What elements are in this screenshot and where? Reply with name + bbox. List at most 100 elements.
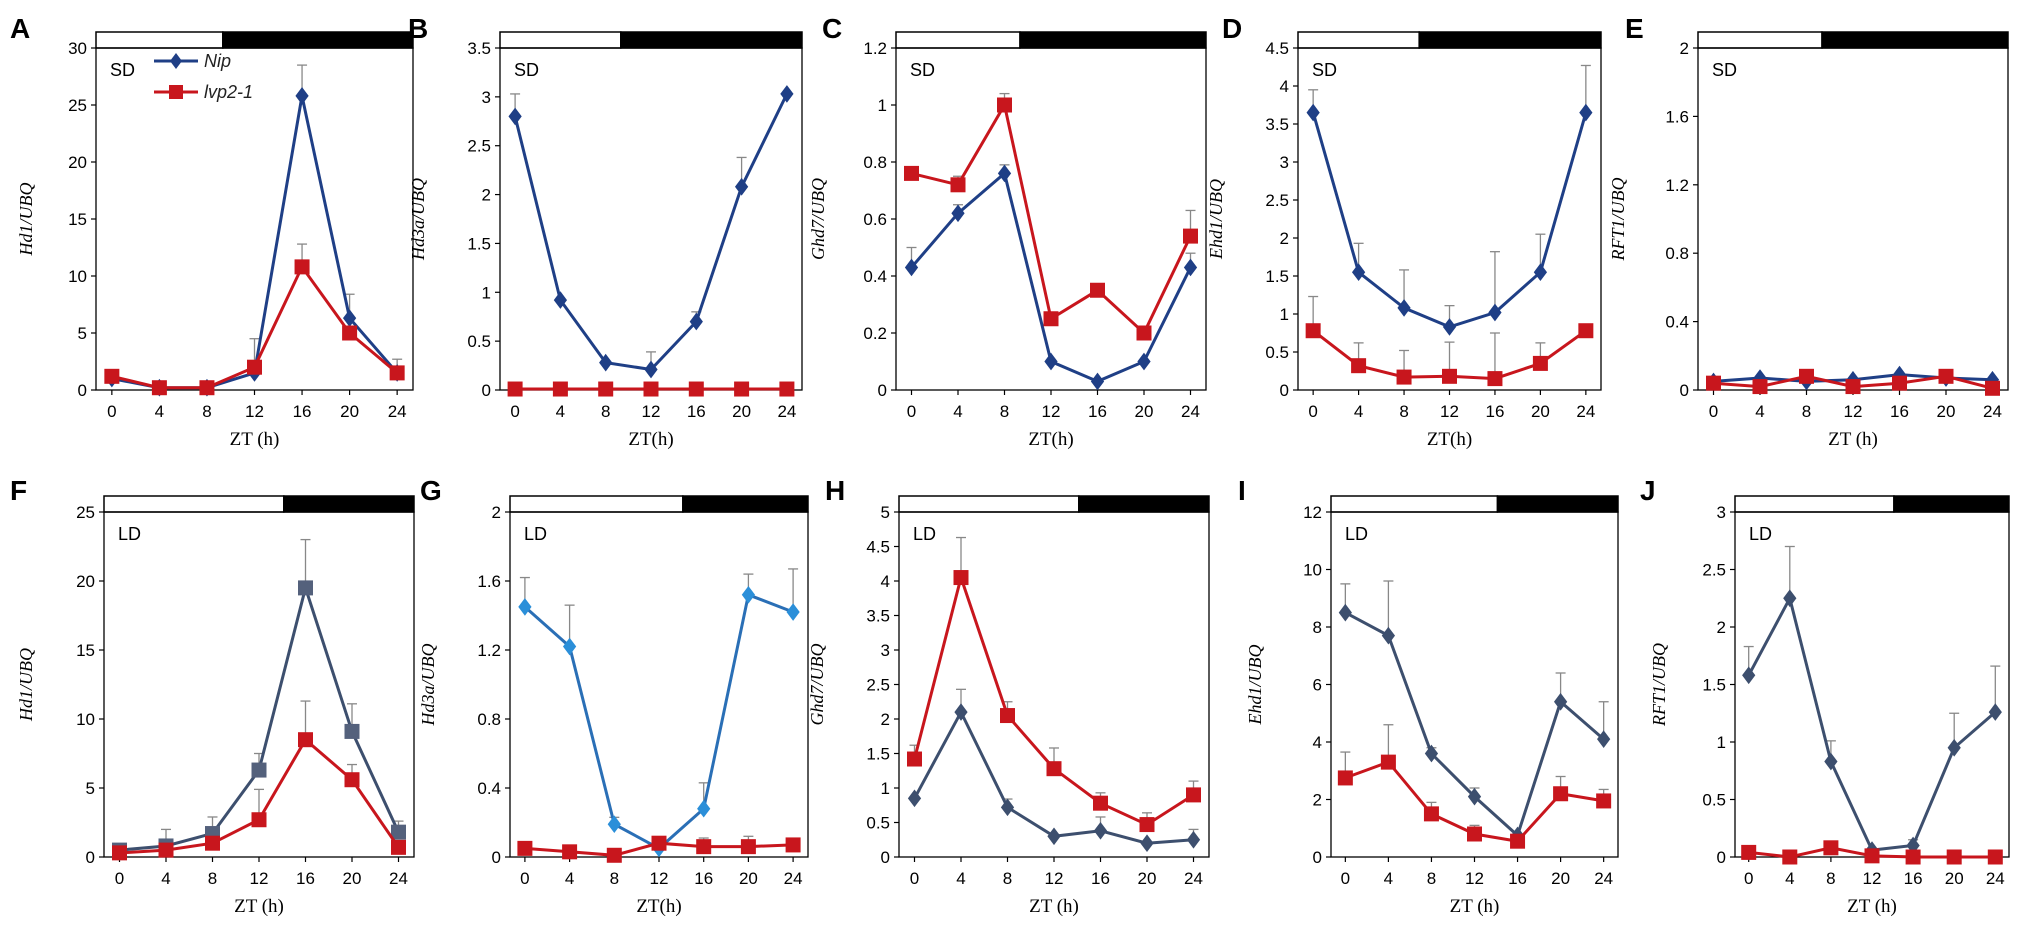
data-point-square (1510, 833, 1526, 849)
y-axis-label: Ghd7/UBQ (807, 644, 827, 726)
legend-marker-nip (170, 53, 182, 69)
panel-letter: B (408, 13, 428, 44)
y-tick-label: 15 (76, 641, 95, 660)
x-tick-label: 4 (956, 869, 965, 888)
y-tick-label: 0.5 (1702, 791, 1726, 810)
panel-b: B 0 0.5 1 1.5 2 2.5 3 3.5 0 4 8 12 16 20 24 ZT(h) Hd3a/UB… (408, 13, 803, 450)
x-tick-label: 8 (1000, 402, 1009, 421)
series-line (523, 592, 794, 851)
data-point-diamond (1947, 738, 1961, 757)
data-point-square (199, 380, 215, 396)
y-axis-label: Ghd7/UBQ (808, 178, 828, 260)
data-point-diamond (1533, 263, 1548, 282)
light-period-bar (103, 495, 285, 513)
panel-letter: F (10, 475, 27, 506)
y-axis-label: Hd1/UBQ (16, 183, 36, 257)
x-tick-label: 20 (1945, 869, 1964, 888)
data-point-square (1799, 368, 1814, 384)
series-nip (904, 164, 1198, 391)
x-tick-label: 24 (389, 869, 408, 888)
y-axis-label: Hd3a/UBQ (408, 178, 428, 261)
dark-period-bar (222, 31, 414, 49)
x-tick-label: 20 (343, 869, 362, 888)
data-point-square (1183, 228, 1198, 244)
plot-frame (1734, 511, 2010, 858)
dark-period-bar (682, 495, 809, 513)
y-tick-label: 20 (76, 572, 95, 591)
series-lvp2-1 (112, 700, 406, 861)
x-tick-label: 20 (732, 402, 751, 421)
y-axis-label: RFT1/UBQ (1649, 643, 1669, 727)
y-tick-label: 8 (1313, 618, 1322, 637)
y-tick-label: 0.5 (467, 332, 491, 351)
x-tick-label: 12 (1844, 402, 1863, 421)
y-tick-label: 1.5 (866, 745, 890, 764)
x-tick-label: 24 (388, 402, 407, 421)
y-tick-label: 1 (881, 779, 890, 798)
legend-marker-lvp (169, 85, 183, 99)
x-tick-label: 8 (1427, 869, 1436, 888)
data-point-square (1139, 817, 1155, 833)
y-tick-label: 0 (1280, 381, 1289, 400)
data-point-diamond (607, 815, 621, 834)
data-point-square (1706, 375, 1721, 391)
y-tick-label: 2 (482, 186, 491, 205)
x-tick-label: 0 (107, 402, 116, 421)
data-point-square (1442, 368, 1457, 384)
x-tick-label: 20 (1937, 402, 1956, 421)
data-point-diamond (1183, 258, 1198, 277)
panel-h: H 0 0.5 1 1.5 2 2.5 3 3.5 4 4.5 5 0 4 8 12 16 20 24 ZT (h) G… (807, 475, 1210, 917)
data-point-square (247, 359, 262, 375)
x-tick-label: 16 (1890, 402, 1909, 421)
y-tick-label: 25 (68, 96, 87, 115)
y-tick-label: 0.4 (477, 779, 501, 798)
x-tick-label: 8 (601, 402, 610, 421)
x-tick-label: 24 (784, 869, 803, 888)
y-tick-label: 1.2 (863, 39, 887, 58)
x-tick-label: 12 (642, 402, 661, 421)
data-point-square (552, 381, 568, 397)
series-lvp2-1 (517, 835, 801, 863)
y-tick-label: 3 (482, 88, 491, 107)
data-point-diamond (553, 291, 568, 309)
data-point-diamond (1044, 352, 1058, 371)
data-point-square (1578, 323, 1594, 339)
data-point-diamond (951, 204, 965, 223)
y-tick-label: 1.5 (1702, 676, 1726, 695)
panel-letter: J (1640, 475, 1656, 506)
y-tick-label: 4 (1280, 77, 1289, 96)
y-tick-label: 3.5 (866, 607, 890, 626)
y-tick-label: 12 (1303, 503, 1322, 522)
y-tick-label: 3 (881, 641, 890, 660)
x-tick-label: 12 (1465, 869, 1484, 888)
condition-label: LD (1345, 524, 1368, 544)
x-axis-label: ZT (h) (1847, 896, 1897, 917)
y-axis-label: Hd3a/UBQ (418, 644, 438, 727)
data-point-square (1043, 311, 1059, 327)
x-tick-label: 0 (1308, 402, 1317, 421)
y-tick-label: 4.5 (1265, 39, 1289, 58)
condition-label: SD (1712, 60, 1737, 80)
y-tick-label: 3.5 (467, 39, 491, 58)
y-axis-label: RFT1/UBQ (1608, 178, 1628, 262)
plot-frame (509, 511, 809, 858)
data-point-square (1305, 323, 1321, 339)
data-point-diamond (1093, 821, 1108, 840)
y-tick-label: 10 (76, 710, 95, 729)
panel-letter: H (825, 475, 845, 506)
x-tick-label: 16 (293, 402, 312, 421)
x-tick-label: 4 (556, 402, 565, 421)
data-point-diamond (780, 85, 794, 103)
x-tick-label: 0 (115, 869, 124, 888)
condition-label: LD (913, 524, 936, 544)
data-point-square (1000, 708, 1015, 724)
light-period-bar (95, 31, 224, 49)
x-tick-label: 16 (296, 869, 315, 888)
x-tick-label: 20 (1138, 869, 1157, 888)
data-point-square (651, 835, 667, 851)
data-point-diamond (1186, 830, 1201, 849)
data-point-square (785, 837, 801, 853)
data-point-square (298, 732, 313, 748)
panel-f: F 0 5 10 15 20 25 0 4 8 12 16 20 24 ZT (h) Hd1/UBQ LD (10, 475, 415, 917)
